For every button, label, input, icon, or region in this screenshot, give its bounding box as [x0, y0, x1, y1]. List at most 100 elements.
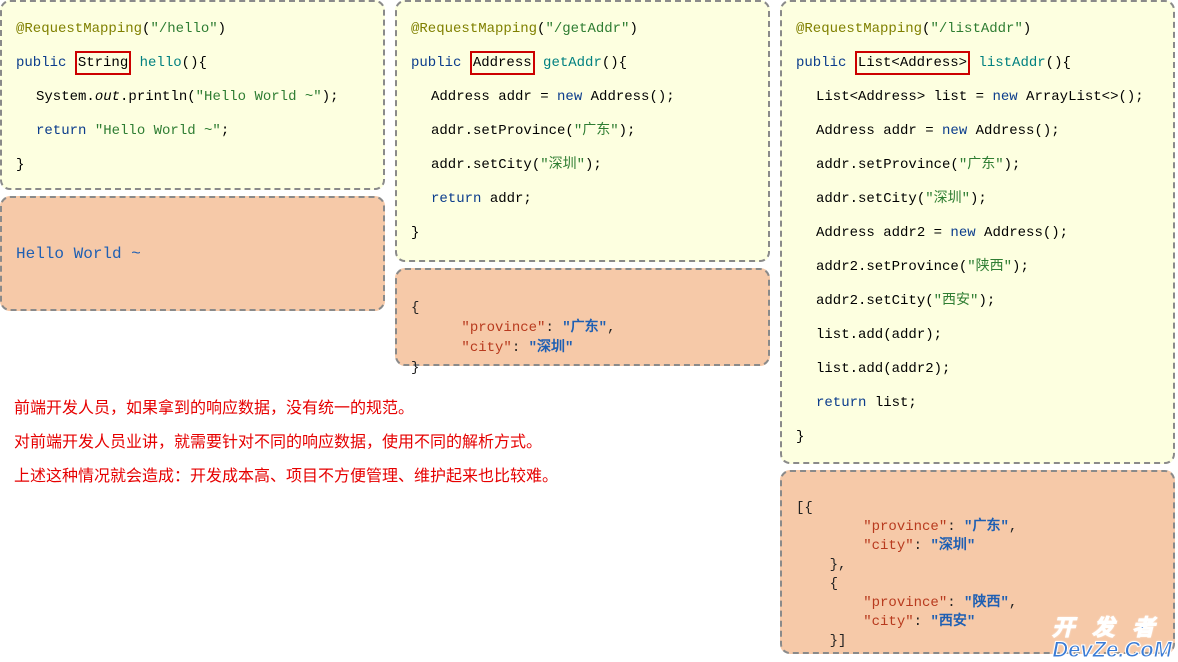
code-text: Address addr =	[816, 123, 942, 139]
code-line: Address addr = new Address();	[796, 114, 1159, 148]
code-line: Address addr = new Address();	[411, 80, 754, 114]
highlight-return-type: List<Address>	[855, 51, 970, 75]
code-line: List<Address> list = new ArrayList<>();	[796, 80, 1159, 114]
code-line: addr.setCity("深圳");	[796, 182, 1159, 216]
json-brace: {	[411, 300, 419, 316]
string-literal: "广东"	[959, 157, 1004, 173]
json-value: "广东"	[562, 320, 607, 336]
watermark: 开 发 者 DevZe.CoM	[1052, 617, 1172, 661]
code-line: public List<Address> listAddr(){	[796, 46, 1159, 80]
panel2-output: { "province": "广东", "city": "深圳" }	[395, 268, 770, 366]
code-line: addr.setProvince("广东");	[411, 114, 754, 148]
string-literal: "西安"	[934, 293, 979, 309]
code-line: addr2.setCity("西安");	[796, 284, 1159, 318]
code-text: );	[1004, 157, 1021, 173]
code-text: out	[95, 89, 120, 105]
keyword: public	[411, 55, 461, 71]
watermark-line1: 开 发 者	[1052, 617, 1172, 639]
keyword: new	[950, 225, 975, 241]
method-name: listAddr	[978, 55, 1045, 71]
code-line: addr.setProvince("广东");	[796, 148, 1159, 182]
code-text: addr2.setCity(	[816, 293, 934, 309]
code-text: );	[970, 191, 987, 207]
json-key: "province"	[863, 595, 947, 611]
code-text: list;	[866, 395, 916, 411]
annotation: @RequestMapping	[16, 21, 142, 37]
code-text: Address addr =	[431, 89, 557, 105]
panel1-code: @RequestMapping("/hello") public String …	[0, 0, 385, 190]
json-brace: }	[411, 360, 419, 376]
code-text: );	[619, 123, 636, 139]
annotation: @RequestMapping	[796, 21, 922, 37]
code-line: }	[16, 148, 369, 182]
code-line: public Address getAddr(){	[411, 46, 754, 80]
annotation: @RequestMapping	[411, 21, 537, 37]
code-line: @RequestMapping("/listAddr")	[796, 12, 1159, 46]
code-text: );	[1012, 259, 1029, 275]
string-literal: "/listAddr"	[930, 21, 1022, 37]
keyword: public	[796, 55, 846, 71]
commentary-line: 前端开发人员，如果拿到的响应数据，没有统一的规范。	[14, 392, 558, 426]
code-line: list.add(addr2);	[796, 352, 1159, 386]
string-literal: "陕西"	[967, 259, 1012, 275]
code-text: addr2.setProvince(	[816, 259, 967, 275]
code-text: Address();	[976, 225, 1068, 241]
code-text: (){	[1046, 55, 1071, 71]
keyword: new	[992, 89, 1017, 105]
json-key: "city"	[863, 614, 913, 630]
keyword: new	[942, 123, 967, 139]
code-text: addr;	[481, 191, 531, 207]
json-bracket: [{	[796, 500, 813, 516]
watermark-line2: DevZe.CoM	[1052, 639, 1172, 661]
json-brace: {	[830, 576, 838, 592]
keyword: return	[36, 123, 95, 139]
json-value: "西安"	[930, 614, 975, 630]
code-line: addr2.setProvince("陕西");	[796, 250, 1159, 284]
string-literal: "深圳"	[540, 157, 585, 173]
highlight-return-type: String	[75, 51, 131, 75]
code-text: );	[978, 293, 995, 309]
code-text: addr.setProvince(	[816, 157, 959, 173]
code-line: @RequestMapping("/hello")	[16, 12, 369, 46]
code-text: addr.setCity(	[431, 157, 540, 173]
highlight-return-type: Address	[470, 51, 535, 75]
string-literal: "Hello World ~"	[196, 89, 322, 105]
json-key: "city"	[461, 340, 511, 356]
json-value: "陕西"	[964, 595, 1009, 611]
commentary-block: 前端开发人员，如果拿到的响应数据，没有统一的规范。 对前端开发人员业讲，就需要针…	[14, 392, 558, 494]
code-text: (){	[182, 55, 207, 71]
json-key: "city"	[863, 538, 913, 554]
code-line: return "Hello World ~";	[16, 114, 369, 148]
string-literal: "深圳"	[925, 191, 970, 207]
code-line: Address addr2 = new Address();	[796, 216, 1159, 250]
json-bracket: }]	[830, 633, 847, 649]
keyword: return	[431, 191, 481, 207]
code-text: addr.setProvince(	[431, 123, 574, 139]
json-value: "深圳"	[930, 538, 975, 554]
json-key: "province"	[863, 519, 947, 535]
code-text: addr.setCity(	[816, 191, 925, 207]
code-line: addr.setCity("深圳");	[411, 148, 754, 182]
string-literal: "/getAddr"	[545, 21, 629, 37]
method-name: getAddr	[543, 55, 602, 71]
code-line: return addr;	[411, 182, 754, 216]
keyword: public	[16, 55, 66, 71]
code-line: public String hello(){	[16, 46, 369, 80]
code-line: }	[796, 420, 1159, 454]
code-text: ArrayList<>();	[1018, 89, 1144, 105]
code-text: Address();	[967, 123, 1059, 139]
string-literal: "广东"	[574, 123, 619, 139]
keyword: return	[816, 395, 866, 411]
code-line: @RequestMapping("/getAddr")	[411, 12, 754, 46]
panel3-code: @RequestMapping("/listAddr") public List…	[780, 0, 1175, 464]
code-line: return list;	[796, 386, 1159, 420]
code-text: );	[585, 157, 602, 173]
code-text: Address addr2 =	[816, 225, 950, 241]
method-name: hello	[140, 55, 182, 71]
code-text: .println(	[120, 89, 196, 105]
code-text: Address();	[582, 89, 674, 105]
output-text: Hello World ~	[16, 237, 141, 271]
json-value: "深圳"	[529, 340, 574, 356]
string-literal: "Hello World ~"	[95, 123, 221, 139]
code-text: );	[322, 89, 339, 105]
